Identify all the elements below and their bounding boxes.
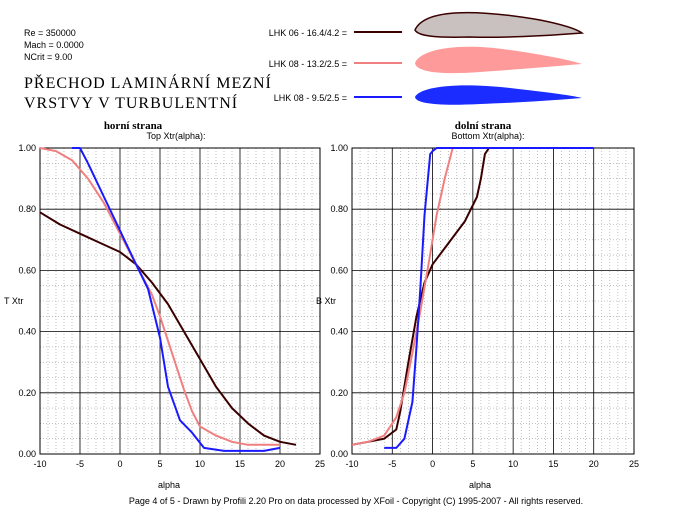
y-tick-label: 0.20 [18,388,36,398]
top-chart-title: Top Xtr(alpha): [146,131,205,141]
y-tick-label: 0.00 [330,449,348,459]
plot-frame [39,147,321,455]
series-line-0 [351,147,594,446]
ncrit-value: NCrit = 9.00 [24,52,72,62]
x-tick-label: 15 [235,459,245,469]
bottom-x-axis-label: alpha [469,480,491,490]
x-tick-label: 5 [470,459,475,469]
x-tick-label: 15 [548,459,558,469]
airfoil-lhk08-132-icon [415,46,582,74]
x-tick-label: -5 [76,459,84,469]
x-tick-label: -5 [388,459,396,469]
legend-label-lhk08-95: LHK 08 - 9.5/2.5 = [274,93,347,103]
legend: LHK 06 - 16.4/4.2 = LHK 08 - 13.2/2.5 = … [269,11,585,105]
footer-credits: Page 4 of 5 - Drawn by Profili 2.20 Pro … [129,496,583,506]
y-tick-label: 0.80 [18,204,36,214]
y-tick-label: 1.00 [18,143,36,153]
x-tick-label: 10 [508,459,518,469]
airfoil-lhk08-95-icon [415,85,582,105]
x-tick-label: 0 [430,459,435,469]
x-tick-label: 20 [275,459,285,469]
x-tick-label: 5 [157,459,162,469]
y-tick-label: 0.80 [330,204,348,214]
x-tick-label: -10 [345,459,358,469]
reynolds-number: Re = 350000 [24,28,76,38]
x-tick-label: 25 [315,459,325,469]
y-tick-label: 1.00 [330,143,348,153]
bottom-xtr-plot: -10 -5 0 5 10 15 20 25 0.00 0.20 0.40 0.60 0.80 1.00 [330,143,639,469]
series-line-0 [39,211,297,446]
y-tick-label: 0.00 [18,449,36,459]
bottom-side-heading: dolní strana [455,120,512,132]
y-tick-label: 0.40 [18,327,36,337]
y-tick-label: 0.40 [330,327,348,337]
top-x-axis-label: alpha [158,480,180,490]
y-tick-label: 0.60 [330,265,348,275]
x-tick-label: 25 [629,459,639,469]
x-tick-label: 10 [195,459,205,469]
bottom-chart-title: Bottom Xtr(alpha): [451,131,524,141]
top-side-heading: horní strana [104,120,163,132]
top-xtr-plot: -10 -5 0 5 10 15 20 25 0.00 0.20 0.40 0.60 0.80 1.00 [18,143,325,469]
series-line-2 [72,147,281,452]
bottom-y-axis-label: B Xtr [316,296,336,306]
series-line-2 [384,147,594,449]
legend-label-lhk08-132: LHK 08 - 13.2/2.5 = [269,59,347,69]
y-tick-label: 0.60 [18,265,36,275]
series-line-1 [39,147,280,446]
x-tick-label: 0 [117,459,122,469]
airfoil-lhk06-icon [414,11,585,39]
main-title-line-1: PŘECHOD LAMINÁRNÍ MEZNÍ [24,73,272,92]
main-title-line-2: VRSTVY V TURBULENTNÍ [24,93,238,112]
mach-number: Mach = 0.0000 [24,40,84,50]
x-tick-label: 20 [589,459,599,469]
x-tick-label: -10 [33,459,46,469]
y-tick-label: 0.20 [330,388,348,398]
legend-label-lhk06: LHK 06 - 16.4/4.2 = [269,28,347,38]
top-y-axis-label: T Xtr [4,296,23,306]
